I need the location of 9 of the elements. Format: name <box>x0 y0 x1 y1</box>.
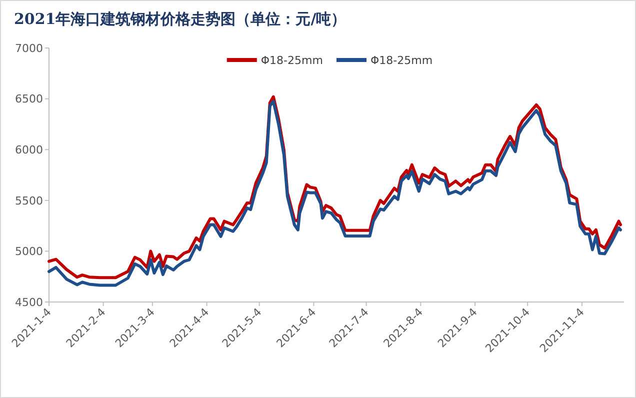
y-tick-label: 4500 <box>15 296 43 309</box>
y-tick-label: 6000 <box>15 143 43 156</box>
y-tick-label: 5500 <box>15 194 43 208</box>
y-tick-label: 6500 <box>15 92 43 106</box>
chart-title: 2021年海口建筑钢材价格走势图（单位：元/吨） <box>14 10 346 28</box>
y-tick-label: 5000 <box>15 245 43 258</box>
y-tick-label: 7000 <box>15 42 43 55</box>
legend-label: Φ18-25mm <box>260 54 323 67</box>
legend-label: Φ18-25mm <box>370 54 433 67</box>
